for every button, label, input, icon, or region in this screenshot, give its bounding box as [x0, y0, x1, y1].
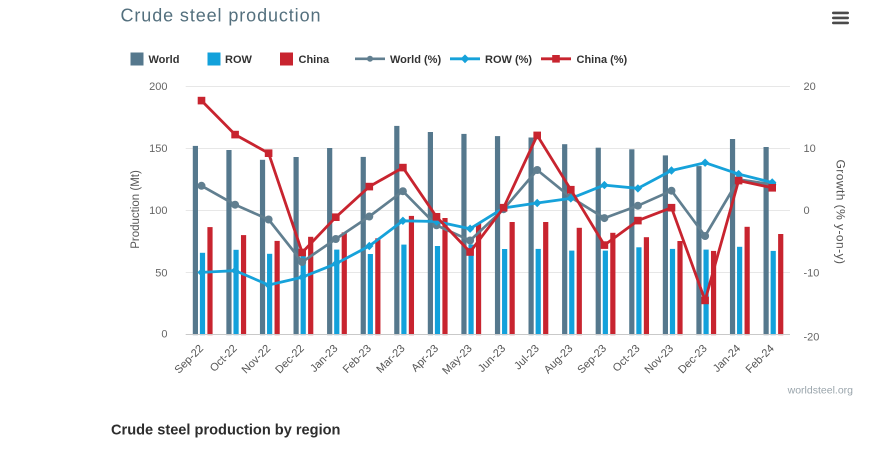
- svg-text:Production (Mt): Production (Mt): [130, 170, 142, 249]
- svg-text:ROW: ROW: [225, 54, 253, 66]
- svg-text:China (%): China (%): [577, 54, 628, 66]
- svg-text:-20: -20: [804, 332, 820, 344]
- svg-text:50: 50: [155, 267, 167, 279]
- svg-text:ROW (%): ROW (%): [485, 54, 532, 66]
- svg-text:150: 150: [149, 143, 167, 155]
- svg-text:0: 0: [804, 205, 810, 217]
- svg-text:100: 100: [149, 205, 167, 217]
- svg-text:Crude steel production by regi: Crude steel production by region: [111, 423, 341, 439]
- svg-text:10: 10: [804, 143, 816, 155]
- svg-text:China: China: [299, 54, 330, 66]
- svg-text:World (%): World (%): [390, 54, 441, 66]
- svg-text:20: 20: [804, 81, 816, 93]
- svg-text:Crude steel production: Crude steel production: [121, 6, 322, 26]
- svg-text:World: World: [149, 54, 180, 66]
- svg-text:200: 200: [149, 81, 167, 93]
- svg-text:Growth (% y-on-y): Growth (% y-on-y): [834, 160, 848, 265]
- svg-text:worldsteel.org: worldsteel.org: [787, 385, 854, 397]
- svg-text:-10: -10: [804, 267, 820, 279]
- svg-text:0: 0: [161, 329, 167, 341]
